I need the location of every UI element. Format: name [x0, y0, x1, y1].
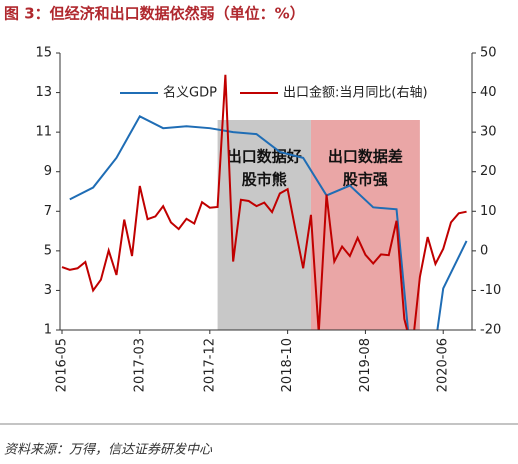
- y-tick-label: 15: [35, 46, 52, 61]
- x-tick-label: 2017-12: [202, 338, 217, 392]
- legend-label: 名义GDP: [163, 85, 217, 101]
- series-line: [61, 74, 467, 330]
- y2-tick-label: 0: [480, 243, 488, 258]
- y2-tick-label: -10: [480, 283, 501, 298]
- x-tick-label: 2019-08: [358, 338, 373, 392]
- span-label: 股市强: [343, 171, 388, 189]
- y2-tick-label: 30: [480, 125, 497, 140]
- y2-tick-label: 20: [480, 164, 497, 179]
- y-tick-label: 3: [44, 283, 52, 298]
- y-tick-label: 7: [44, 204, 52, 219]
- x-tick-label: 2020-06: [436, 338, 451, 392]
- y-tick-label: 1: [44, 323, 52, 338]
- y-tick-label: 9: [44, 164, 52, 179]
- x-tick-label: 2016-05: [55, 338, 70, 392]
- span-label: 出口数据差: [328, 148, 403, 166]
- series-line: [69, 114, 468, 330]
- y2-tick-label: 50: [480, 46, 497, 61]
- y2-tick-label: 10: [480, 204, 497, 219]
- y-tick-label: 5: [44, 243, 52, 258]
- chart-title: 图 3：但经济和出口数据依然弱（单位：%）: [4, 5, 305, 23]
- span-label: 股市熊: [242, 171, 287, 189]
- legend-label: 出口金额:当月同比(右轴): [283, 85, 428, 101]
- source: 资料来源：万得，信达证券研发中心: [4, 443, 213, 458]
- span-label: 出口数据好: [227, 148, 302, 166]
- x-tick-label: 2017-03: [132, 338, 147, 392]
- x-tick-label: 2018-10: [280, 338, 295, 392]
- y2-tick-label: -20: [480, 323, 501, 338]
- y-tick-label: 11: [35, 125, 52, 140]
- y-tick-label: 13: [35, 85, 52, 100]
- y2-tick-label: 40: [480, 85, 497, 100]
